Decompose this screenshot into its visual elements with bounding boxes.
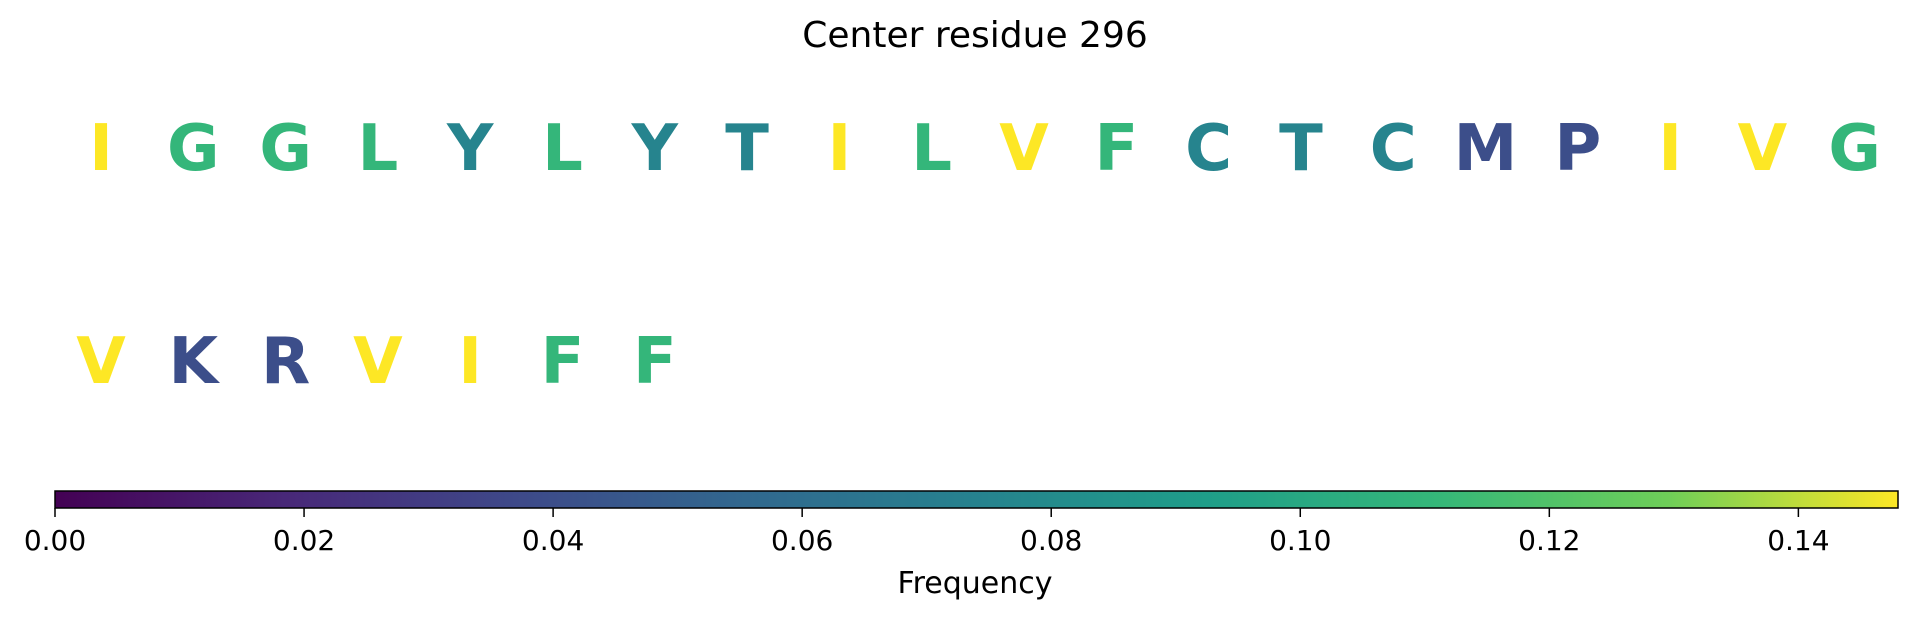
colorbar-tick-label: 0.12 <box>1518 524 1580 557</box>
residue-letter: I <box>89 112 113 186</box>
residue-letter: P <box>1554 112 1601 186</box>
residue-letter: V <box>76 325 126 399</box>
residue-letter: K <box>169 325 221 399</box>
residue-letter: V <box>1738 112 1788 186</box>
chart-title: Center residue 296 <box>802 15 1148 56</box>
colorbar-tick-label: 0.08 <box>1020 524 1082 557</box>
colorbar-label: Frequency <box>898 566 1053 601</box>
residue-letter: I <box>458 325 482 399</box>
residue-letter: C <box>1185 112 1232 186</box>
residue-letter: V <box>999 112 1049 186</box>
residue-letter: G <box>167 112 220 186</box>
colorbar-tick-label: 0.10 <box>1269 524 1331 557</box>
residue-letter: L <box>358 112 399 186</box>
colorbar <box>54 490 1899 509</box>
residue-letter: I <box>827 112 851 186</box>
residue-letter: F <box>633 325 677 399</box>
colorbar-tick-label: 0.04 <box>522 524 584 557</box>
residue-letter: F <box>1094 112 1138 186</box>
colorbar-tick-label: 0.06 <box>771 524 833 557</box>
residue-letter: Y <box>631 112 679 186</box>
residue-letter: L <box>911 112 952 186</box>
colorbar-ticks: 0.00 0.02 0.04 0.06 0.08 0.10 0.12 0.14 <box>24 508 1830 557</box>
residue-letter: C <box>1370 112 1417 186</box>
colorbar-tick-label: 0.00 <box>24 524 86 557</box>
residue-letter: Y <box>446 112 494 186</box>
residue-letter: R <box>261 325 310 399</box>
residue-letter: T <box>1279 112 1323 186</box>
colorbar-tick-label: 0.14 <box>1767 524 1829 557</box>
residue-letter: G <box>259 112 312 186</box>
residue-letter: T <box>725 112 769 186</box>
residue-letter: I <box>1658 112 1682 186</box>
residue-letter: F <box>541 325 585 399</box>
residue-letter: V <box>353 325 403 399</box>
residue-layer: I G G L Y L Y T I L V F C T C M P I V GV K R V I F F <box>76 112 1881 399</box>
residue-letter: L <box>542 112 583 186</box>
residue-letter: M <box>1454 112 1518 186</box>
colorbar-tick-label: 0.02 <box>273 524 335 557</box>
residue-letter: G <box>1828 112 1881 186</box>
